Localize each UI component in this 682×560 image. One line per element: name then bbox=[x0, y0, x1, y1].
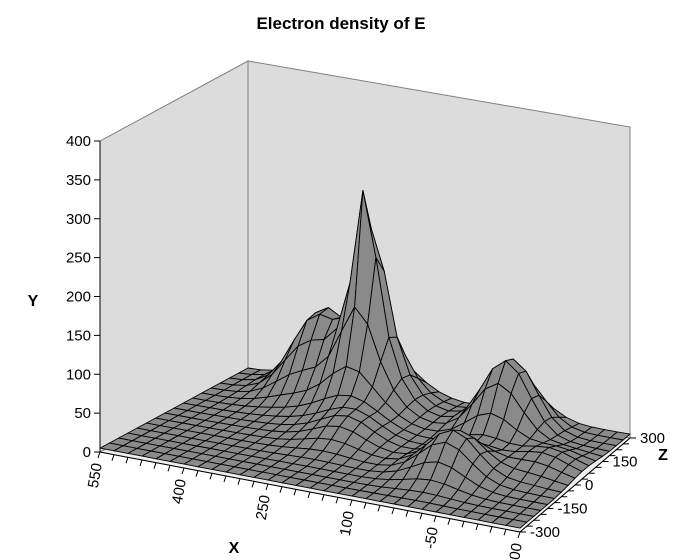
x-tick bbox=[335, 497, 339, 504]
x-tick bbox=[209, 473, 213, 480]
chart-axes bbox=[94, 140, 636, 539]
x-tick bbox=[489, 526, 493, 533]
z-tick-label: 300 bbox=[640, 430, 665, 447]
y-tick-label: 150 bbox=[66, 327, 91, 344]
x-tick bbox=[461, 521, 465, 528]
z-axis-title: Z bbox=[658, 447, 668, 464]
x-tick bbox=[349, 499, 353, 507]
x-tick bbox=[475, 523, 479, 531]
x-tick bbox=[153, 462, 157, 469]
x-tick-label: -50 bbox=[421, 526, 442, 550]
z-tick-label: 0 bbox=[585, 477, 593, 494]
y-tick-label: 400 bbox=[66, 133, 91, 150]
y-axis-title: Y bbox=[28, 293, 39, 310]
density-surface bbox=[99, 190, 631, 529]
z-tick-label: -300 bbox=[530, 524, 560, 541]
x-tick-label: -200 bbox=[504, 542, 526, 560]
y-tick-label: 200 bbox=[66, 289, 91, 306]
x-tick bbox=[307, 491, 311, 499]
x-tick bbox=[111, 454, 115, 461]
x-tick bbox=[377, 505, 381, 512]
x-tick bbox=[195, 470, 199, 477]
surface-cell bbox=[505, 519, 528, 529]
x-tick-label: 100 bbox=[337, 510, 358, 538]
x-tick bbox=[181, 467, 185, 475]
x-tick-label: 250 bbox=[253, 494, 274, 522]
x-tick bbox=[447, 518, 451, 525]
x-tick bbox=[517, 531, 521, 539]
y-tick-label: 100 bbox=[66, 366, 91, 383]
x-tick bbox=[97, 451, 101, 459]
x-tick bbox=[167, 465, 171, 472]
x-tick bbox=[139, 459, 143, 467]
x-tick bbox=[125, 457, 129, 464]
z-tick-label: -150 bbox=[558, 501, 588, 518]
x-tick bbox=[265, 483, 269, 491]
x-tick bbox=[279, 486, 283, 493]
x-tick-label: 550 bbox=[85, 462, 106, 490]
x-tick bbox=[321, 494, 325, 501]
y-tick-label: 350 bbox=[66, 172, 91, 189]
y-tick-label: 300 bbox=[66, 211, 91, 228]
x-axis-title: X bbox=[229, 540, 240, 557]
x-tick bbox=[433, 515, 437, 523]
x-tick bbox=[223, 475, 227, 483]
x-tick bbox=[405, 510, 409, 517]
x-tick-label: 400 bbox=[169, 478, 190, 506]
chart-title: Electron density of E bbox=[256, 14, 426, 33]
x-tick bbox=[391, 507, 395, 515]
x-tick bbox=[363, 502, 367, 509]
y-tick-label: 250 bbox=[66, 250, 91, 267]
x-tick bbox=[237, 478, 241, 485]
z-tick-label: 150 bbox=[613, 454, 638, 471]
x-tick bbox=[251, 481, 255, 488]
y-tick-label: 0 bbox=[83, 444, 91, 461]
x-tick bbox=[293, 489, 297, 496]
chart-labels: 0 50 100 150 200 250 300 350 400 550 400 250 100 -50 -… bbox=[28, 133, 668, 560]
x-tick bbox=[419, 513, 423, 520]
y-tick-label: 50 bbox=[74, 405, 91, 422]
x-tick bbox=[503, 529, 507, 536]
